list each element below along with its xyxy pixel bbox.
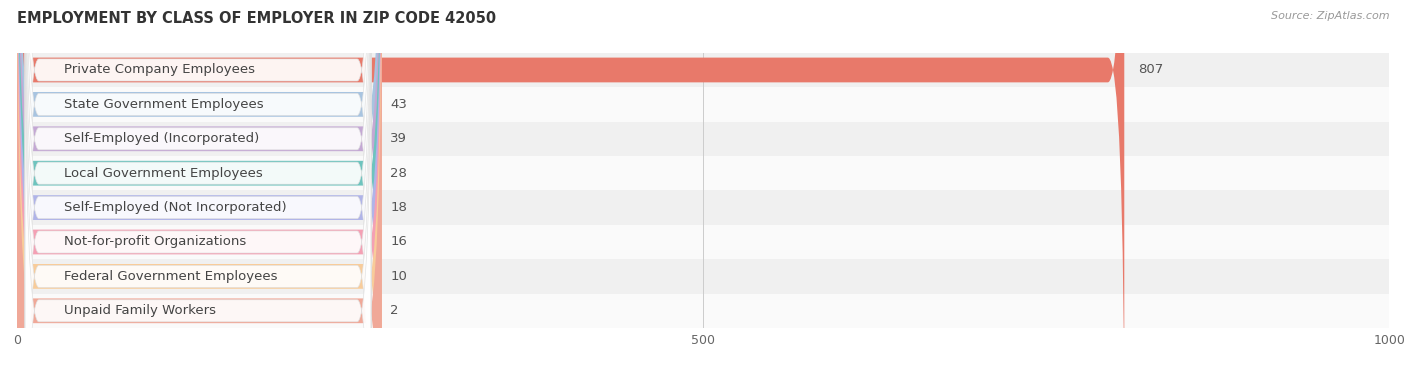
Text: 2: 2 — [389, 304, 399, 317]
FancyBboxPatch shape — [17, 0, 382, 377]
FancyBboxPatch shape — [25, 0, 371, 377]
Text: 39: 39 — [389, 132, 406, 145]
Text: State Government Employees: State Government Employees — [63, 98, 263, 111]
FancyBboxPatch shape — [17, 0, 382, 377]
FancyBboxPatch shape — [25, 0, 371, 377]
Bar — [17, 156, 1389, 190]
FancyBboxPatch shape — [25, 0, 371, 377]
Bar — [17, 190, 1389, 225]
Text: 10: 10 — [389, 270, 406, 283]
Text: 28: 28 — [389, 167, 406, 180]
Bar — [17, 87, 1389, 121]
Text: Self-Employed (Not Incorporated): Self-Employed (Not Incorporated) — [63, 201, 287, 214]
FancyBboxPatch shape — [17, 0, 382, 377]
Text: Federal Government Employees: Federal Government Employees — [63, 270, 277, 283]
Text: Local Government Employees: Local Government Employees — [63, 167, 263, 180]
Text: EMPLOYMENT BY CLASS OF EMPLOYER IN ZIP CODE 42050: EMPLOYMENT BY CLASS OF EMPLOYER IN ZIP C… — [17, 11, 496, 26]
FancyBboxPatch shape — [25, 0, 371, 377]
Bar — [17, 225, 1389, 259]
FancyBboxPatch shape — [25, 0, 371, 377]
Text: 18: 18 — [389, 201, 406, 214]
Bar — [17, 259, 1389, 294]
FancyBboxPatch shape — [17, 0, 382, 377]
FancyBboxPatch shape — [17, 0, 382, 377]
FancyBboxPatch shape — [25, 0, 371, 377]
Text: Not-for-profit Organizations: Not-for-profit Organizations — [63, 236, 246, 248]
Bar — [17, 53, 1389, 87]
FancyBboxPatch shape — [17, 0, 382, 377]
FancyBboxPatch shape — [25, 0, 371, 377]
Bar — [17, 121, 1389, 156]
Text: Private Company Employees: Private Company Employees — [63, 63, 254, 77]
Text: 16: 16 — [389, 236, 406, 248]
Text: 43: 43 — [389, 98, 406, 111]
Text: 807: 807 — [1137, 63, 1163, 77]
FancyBboxPatch shape — [25, 0, 371, 377]
Text: Source: ZipAtlas.com: Source: ZipAtlas.com — [1271, 11, 1389, 21]
FancyBboxPatch shape — [17, 0, 382, 377]
Text: Unpaid Family Workers: Unpaid Family Workers — [63, 304, 215, 317]
FancyBboxPatch shape — [17, 0, 1125, 377]
Text: Self-Employed (Incorporated): Self-Employed (Incorporated) — [63, 132, 259, 145]
Bar — [17, 294, 1389, 328]
